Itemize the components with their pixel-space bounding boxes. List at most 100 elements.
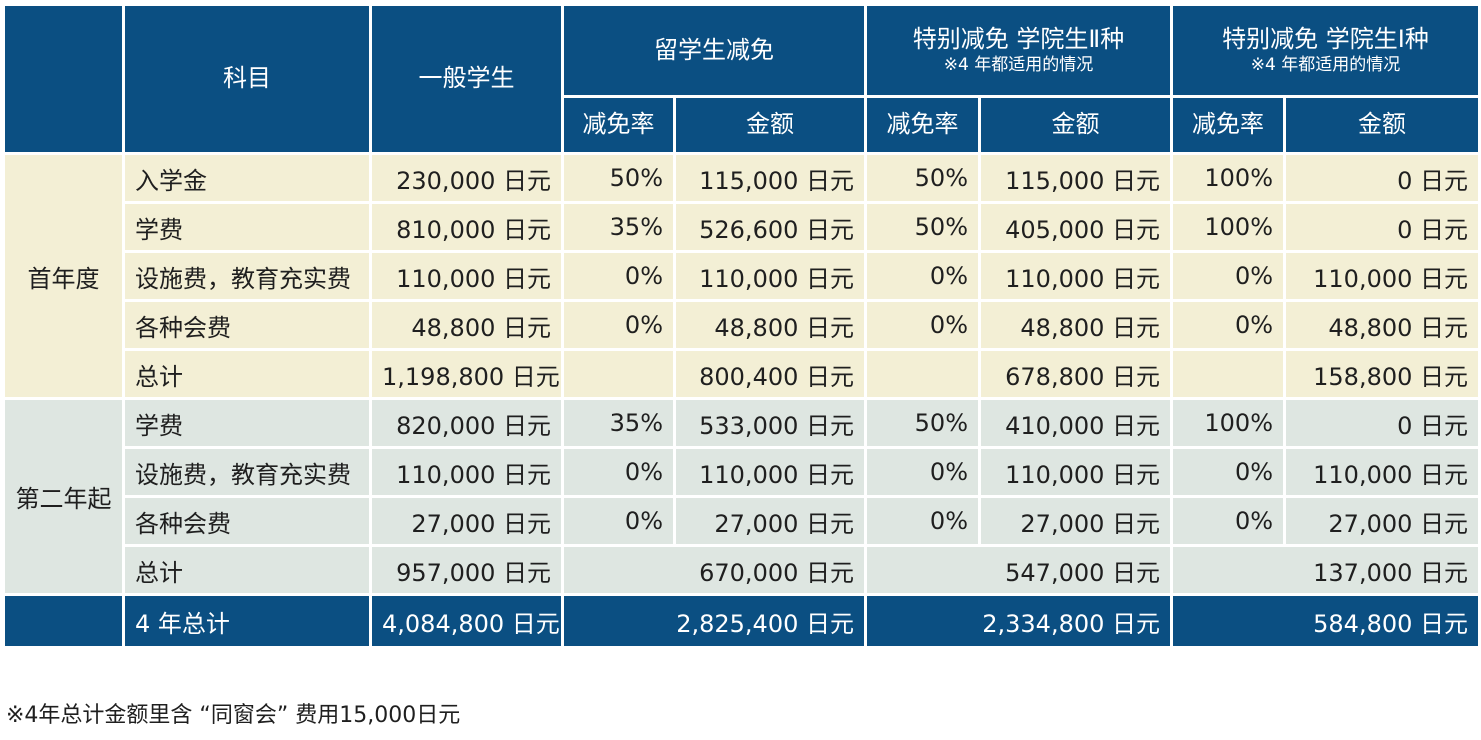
header-special2: 特别减免 学院生Ⅱ种 ※4 年都适用的情况 — [863, 3, 1174, 98]
grand-total-s1: 584,800 日元 — [1170, 593, 1481, 649]
total-row: 总计 1,198,800 日元 800,400 日元 678,800 日元 15… — [4, 348, 1481, 400]
s1-rate: 100% — [1170, 152, 1287, 204]
header-special1: 特别减免 学院生Ⅰ种 ※4 年都适用的情况 — [1170, 3, 1481, 98]
s2-rate: 50% — [864, 397, 981, 449]
header-s1-amount: 金额 — [1283, 95, 1481, 155]
intl-total: 800,400 日元 — [673, 348, 867, 400]
general-amount: 810,000 日元 — [369, 201, 564, 253]
s2-rate: 0% — [864, 495, 981, 547]
general-amount: 110,000 日元 — [369, 250, 564, 302]
total-label: 总计 — [122, 544, 372, 596]
header-s1-rate: 减免率 — [1170, 95, 1287, 155]
s1-total: 158,800 日元 — [1283, 348, 1481, 400]
intl-rate-empty — [561, 348, 676, 400]
general-total: 957,000 日元 — [369, 544, 564, 596]
s2-amount: 405,000 日元 — [977, 201, 1174, 253]
s1-rate: 0% — [1170, 446, 1287, 498]
header-special2-note: ※4 年都适用的情况 — [943, 54, 1094, 75]
s1-total: 137,000 日元 — [1170, 544, 1481, 596]
total-row: 总计 957,000 日元 670,000 日元 547,000 日元 137,… — [4, 544, 1481, 596]
group-second-year: 第二年起 — [2, 397, 125, 596]
header-intl-label: 留学生减免 — [654, 35, 774, 64]
s2-total: 547,000 日元 — [863, 544, 1174, 596]
item-label: 各种会费 — [122, 299, 372, 351]
intl-rate: 35% — [561, 397, 676, 449]
s1-amount: 0 日元 — [1283, 152, 1481, 204]
header-special1-label: 特别减免 学院生Ⅰ种 — [1222, 24, 1429, 53]
item-label: 学费 — [122, 397, 372, 449]
table-row: 各种会费 48,800 日元 0% 48,800 日元 0% 48,800 日元… — [4, 299, 1481, 351]
header-subject: 科目 — [122, 3, 372, 155]
s2-total: 678,800 日元 — [977, 348, 1174, 400]
s2-amount: 110,000 日元 — [977, 250, 1174, 302]
s2-rate: 50% — [864, 201, 981, 253]
grand-total-general: 4,084,800 日元 — [369, 593, 564, 649]
header-general: 一般学生 — [369, 3, 564, 155]
intl-amount: 526,600 日元 — [673, 201, 867, 253]
header-intl: 留学生减免 — [561, 3, 867, 98]
intl-amount: 115,000 日元 — [673, 152, 867, 204]
intl-amount: 533,000 日元 — [673, 397, 867, 449]
s1-amount: 110,000 日元 — [1283, 250, 1481, 302]
s1-amount: 48,800 日元 — [1283, 299, 1481, 351]
intl-amount: 110,000 日元 — [673, 250, 867, 302]
item-label: 设施费，教育充实费 — [122, 250, 372, 302]
intl-rate: 35% — [561, 201, 676, 253]
item-label: 设施费，教育充实费 — [122, 446, 372, 498]
s2-amount: 110,000 日元 — [977, 446, 1174, 498]
s1-amount: 0 日元 — [1283, 201, 1481, 253]
s2-rate-empty — [864, 348, 981, 400]
s2-rate: 0% — [864, 299, 981, 351]
header-intl-rate: 减免率 — [561, 95, 676, 155]
header-special1-note: ※4 年都适用的情况 — [1250, 54, 1401, 75]
general-amount: 820,000 日元 — [369, 397, 564, 449]
grand-total-label: 4 年总计 — [122, 593, 372, 649]
intl-total: 670,000 日元 — [561, 544, 867, 596]
s2-amount: 48,800 日元 — [977, 299, 1174, 351]
header-special2-label: 特别减免 学院生Ⅱ种 — [912, 24, 1125, 53]
grand-total-intl: 2,825,400 日元 — [561, 593, 867, 649]
item-label: 各种会费 — [122, 495, 372, 547]
s2-rate: 0% — [864, 250, 981, 302]
s1-rate: 0% — [1170, 299, 1287, 351]
table-row: 首年度 入学金 230,000 日元 50% 115,000 日元 50% 11… — [2, 152, 1481, 400]
general-amount: 110,000 日元 — [369, 446, 564, 498]
s1-amount: 0 日元 — [1283, 397, 1481, 449]
s1-rate: 0% — [1170, 250, 1287, 302]
intl-rate: 50% — [561, 152, 676, 204]
group-first-year: 首年度 — [2, 152, 125, 400]
grand-total-corner — [2, 593, 125, 649]
s2-rate: 50% — [864, 152, 981, 204]
table-row: 第二年起 学费 820,000 日元 35% 533,000 日元 50% 41… — [2, 397, 1481, 596]
s2-amount: 27,000 日元 — [977, 495, 1174, 547]
footnote: ※4年总计金额里含 “同窗会” 费用15,000日元 — [6, 703, 461, 728]
s1-amount: 110,000 日元 — [1283, 446, 1481, 498]
general-amount: 230,000 日元 — [369, 152, 564, 204]
intl-amount: 27,000 日元 — [673, 495, 867, 547]
s1-rate-empty — [1170, 348, 1287, 400]
item-label: 学费 — [122, 201, 372, 253]
header-s2-rate: 减免率 — [864, 95, 981, 155]
general-total: 1,198,800 日元 — [369, 348, 564, 400]
header-corner — [2, 3, 125, 155]
intl-amount: 110,000 日元 — [673, 446, 867, 498]
intl-rate: 0% — [561, 299, 676, 351]
s1-rate: 100% — [1170, 201, 1287, 253]
s1-rate: 100% — [1170, 397, 1287, 449]
fee-table: 科目 一般学生 留学生减免 特别减免 学院生Ⅱ种 ※4 年都适用的情况 特别减免… — [2, 3, 1481, 649]
intl-rate: 0% — [561, 495, 676, 547]
header-intl-amount: 金额 — [673, 95, 867, 155]
s2-amount: 410,000 日元 — [977, 397, 1174, 449]
table-row: 设施费，教育充实费 110,000 日元 0% 110,000 日元 0% 11… — [4, 446, 1481, 498]
general-amount: 27,000 日元 — [369, 495, 564, 547]
s2-amount: 115,000 日元 — [977, 152, 1174, 204]
header-s2-amount: 金额 — [977, 95, 1174, 155]
table-row: 各种会费 27,000 日元 0% 27,000 日元 0% 27,000 日元… — [4, 495, 1481, 547]
grand-total-s2: 2,334,800 日元 — [863, 593, 1174, 649]
general-amount: 48,800 日元 — [369, 299, 564, 351]
s1-rate: 0% — [1170, 495, 1287, 547]
intl-rate: 0% — [561, 446, 676, 498]
total-label: 总计 — [122, 348, 372, 400]
item-label: 入学金 — [122, 152, 372, 204]
intl-rate: 0% — [561, 250, 676, 302]
